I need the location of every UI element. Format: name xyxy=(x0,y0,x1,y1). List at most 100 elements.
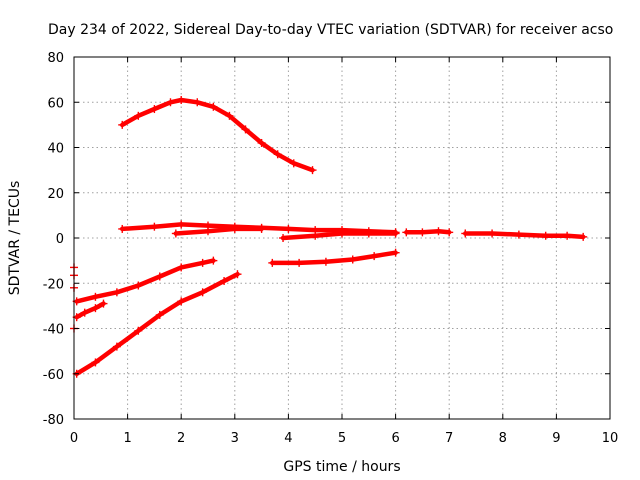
series-4 xyxy=(279,229,400,242)
data-point xyxy=(541,231,550,240)
data-point xyxy=(209,102,218,111)
series-10 xyxy=(268,248,400,267)
data-point xyxy=(402,228,411,237)
data-point xyxy=(257,224,266,233)
series-trace xyxy=(74,258,216,304)
axis-ticks: 0 1 2 3 4 5 6 7 8 9 10 -80 -60 -40 -20 0 20 40 60 80 xyxy=(43,51,619,446)
series-8 xyxy=(72,299,108,322)
series-trace xyxy=(74,301,106,320)
data-point xyxy=(391,248,400,257)
data-point xyxy=(177,297,186,306)
y-tick-label: -20 xyxy=(43,277,64,292)
data-point xyxy=(91,292,100,301)
series-trace xyxy=(404,228,452,235)
data-point xyxy=(134,326,143,335)
data-point xyxy=(241,125,250,134)
y-tick-label: -80 xyxy=(43,413,64,428)
y-tick-label: 0 xyxy=(56,232,64,247)
data-point xyxy=(370,252,379,261)
data-point xyxy=(198,288,207,297)
x-tick-label: 7 xyxy=(445,431,453,446)
data-point xyxy=(118,224,127,233)
data-point xyxy=(514,230,523,239)
data-point xyxy=(118,120,127,129)
data-point xyxy=(308,166,317,175)
data-point xyxy=(150,222,159,231)
data-point xyxy=(134,111,143,120)
data-point xyxy=(134,281,143,290)
data-point xyxy=(418,228,427,237)
series-trace xyxy=(173,226,264,236)
data-point xyxy=(289,159,298,168)
series-3 xyxy=(171,224,266,238)
y-tick-label: 60 xyxy=(47,96,64,111)
x-tick-label: 0 xyxy=(70,431,78,446)
series-trace xyxy=(119,97,315,173)
x-tick-label: 3 xyxy=(231,431,239,446)
x-tick-label: 1 xyxy=(123,431,131,446)
data-point xyxy=(563,231,572,240)
data-point xyxy=(225,111,234,120)
data-point xyxy=(257,138,266,147)
data-point xyxy=(230,224,239,233)
series-1 xyxy=(118,95,317,175)
data-point xyxy=(220,276,229,285)
x-tick-label: 9 xyxy=(552,431,560,446)
x-tick-label: 6 xyxy=(391,431,399,446)
y-tick-label: -60 xyxy=(43,368,64,383)
series-6 xyxy=(461,229,588,241)
x-tick-label: 10 xyxy=(602,431,619,446)
data-point xyxy=(348,255,357,264)
chart-title: Day 234 of 2022, Sidereal Day-to-day VTE… xyxy=(48,22,613,38)
x-axis-label: GPS time / hours xyxy=(283,459,400,475)
data-point xyxy=(150,105,159,114)
series-9 xyxy=(72,270,242,378)
data-point xyxy=(171,229,180,238)
data-point xyxy=(177,95,186,104)
data-point xyxy=(311,231,320,240)
data-point xyxy=(268,258,277,267)
data-point xyxy=(233,270,242,279)
y-axis-label: SDTVAR / TECUs xyxy=(7,181,23,296)
data-point xyxy=(579,232,588,241)
data-point xyxy=(112,288,121,297)
y-tick-label: 80 xyxy=(47,51,64,66)
data-point xyxy=(166,98,175,107)
x-tick-label: 8 xyxy=(499,431,507,446)
data-point xyxy=(391,229,400,238)
data-point xyxy=(177,263,186,272)
plot-frame xyxy=(73,56,611,420)
data-series xyxy=(70,95,588,378)
data-point xyxy=(461,229,470,238)
data-point xyxy=(155,272,164,281)
series-7 xyxy=(72,256,218,306)
data-point xyxy=(112,342,121,351)
data-point xyxy=(99,299,108,308)
series-trace xyxy=(270,250,398,266)
series-5 xyxy=(402,227,454,237)
data-point xyxy=(91,304,100,313)
data-point xyxy=(488,229,497,238)
data-point xyxy=(193,98,202,107)
data-point xyxy=(434,227,443,236)
data-point xyxy=(177,220,186,229)
data-point xyxy=(364,229,373,238)
data-point xyxy=(279,234,288,242)
x-tick-label: 5 xyxy=(338,431,346,446)
data-point xyxy=(198,258,207,267)
series-trace xyxy=(74,271,240,377)
data-point xyxy=(295,258,304,267)
x-tick-label: 4 xyxy=(284,431,292,446)
data-point xyxy=(155,310,164,319)
y-tick-label: 40 xyxy=(47,142,64,157)
data-point xyxy=(338,229,346,238)
x-tick-label: 2 xyxy=(177,431,185,446)
y-tick-label: 20 xyxy=(47,187,64,202)
data-point xyxy=(80,308,89,317)
data-point xyxy=(91,358,100,367)
data-point xyxy=(209,256,218,265)
data-point xyxy=(445,228,454,237)
y-tick-label: -40 xyxy=(43,323,64,338)
data-point xyxy=(284,224,293,233)
